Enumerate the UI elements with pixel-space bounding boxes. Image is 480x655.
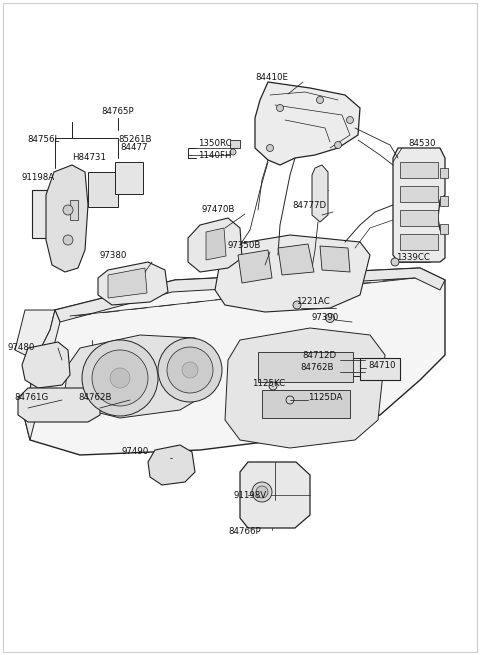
Text: 1140FH: 1140FH (198, 151, 231, 160)
Circle shape (391, 258, 399, 266)
Bar (440, 196, 448, 206)
Text: 84766P: 84766P (228, 527, 261, 536)
Polygon shape (22, 342, 70, 388)
Text: 97350B: 97350B (228, 240, 262, 250)
Polygon shape (25, 268, 445, 455)
Text: 84710: 84710 (368, 360, 396, 369)
Polygon shape (25, 310, 60, 440)
Circle shape (266, 145, 274, 151)
Bar (88, 172, 118, 207)
Text: 1350RC: 1350RC (198, 138, 232, 147)
Text: 84765P: 84765P (102, 107, 134, 117)
Polygon shape (188, 218, 242, 272)
Bar (258, 352, 353, 382)
Bar (32, 190, 70, 238)
Circle shape (63, 235, 73, 245)
Circle shape (269, 382, 277, 390)
Circle shape (110, 368, 130, 388)
Text: 84477: 84477 (120, 143, 148, 153)
Text: H84731: H84731 (72, 153, 106, 162)
Circle shape (158, 338, 222, 402)
Bar (440, 224, 448, 234)
Polygon shape (215, 235, 370, 312)
Text: 1221AC: 1221AC (296, 297, 330, 307)
Text: 84761G: 84761G (14, 394, 48, 403)
Text: 97380: 97380 (100, 250, 127, 259)
Polygon shape (312, 165, 328, 222)
Text: 91198A: 91198A (22, 174, 55, 183)
Text: 84530: 84530 (408, 138, 435, 147)
Bar (360, 358, 400, 380)
Bar (440, 168, 448, 178)
Circle shape (276, 105, 284, 111)
Circle shape (252, 482, 272, 502)
Polygon shape (393, 148, 445, 262)
Polygon shape (108, 268, 147, 298)
Polygon shape (148, 445, 195, 485)
Polygon shape (206, 228, 226, 260)
Bar (262, 390, 350, 418)
Text: 1125DA: 1125DA (308, 394, 342, 403)
Text: 84762B: 84762B (78, 394, 111, 403)
Polygon shape (55, 268, 445, 322)
Text: 97470B: 97470B (202, 206, 235, 214)
Text: 1125KC: 1125KC (252, 379, 285, 388)
Polygon shape (240, 462, 310, 528)
Polygon shape (238, 250, 272, 283)
Circle shape (335, 141, 341, 149)
Bar (400, 186, 438, 202)
Circle shape (82, 340, 158, 416)
Polygon shape (320, 246, 350, 272)
Bar (115, 162, 143, 194)
Text: 84756L: 84756L (27, 136, 59, 145)
Circle shape (325, 314, 335, 322)
Circle shape (293, 301, 301, 309)
Polygon shape (65, 335, 210, 418)
Circle shape (256, 486, 268, 498)
Bar (400, 234, 438, 250)
Polygon shape (46, 165, 88, 272)
Polygon shape (98, 262, 168, 305)
Bar (400, 162, 438, 178)
Bar (295, 358, 365, 376)
Text: 85261B: 85261B (118, 136, 152, 145)
Polygon shape (225, 328, 385, 448)
Text: 97480: 97480 (8, 343, 36, 352)
Text: 84777D: 84777D (292, 200, 326, 210)
Circle shape (316, 96, 324, 103)
Polygon shape (15, 310, 55, 360)
Text: 1339CC: 1339CC (396, 253, 430, 263)
Bar (230, 140, 240, 148)
Text: 84410E: 84410E (255, 73, 288, 83)
Circle shape (167, 347, 213, 393)
Polygon shape (278, 244, 314, 275)
Circle shape (92, 350, 148, 406)
Circle shape (182, 362, 198, 378)
Circle shape (230, 149, 236, 155)
Circle shape (63, 205, 73, 215)
Text: 97490: 97490 (122, 447, 149, 457)
Text: 91198V: 91198V (234, 491, 267, 500)
Text: 84712D: 84712D (302, 350, 336, 360)
Circle shape (286, 396, 294, 404)
Bar (70, 200, 78, 220)
Text: 97390: 97390 (312, 314, 339, 322)
Polygon shape (18, 388, 100, 422)
Bar (400, 210, 438, 226)
Circle shape (347, 117, 353, 124)
Polygon shape (255, 82, 360, 165)
Text: 84762B: 84762B (300, 364, 334, 373)
